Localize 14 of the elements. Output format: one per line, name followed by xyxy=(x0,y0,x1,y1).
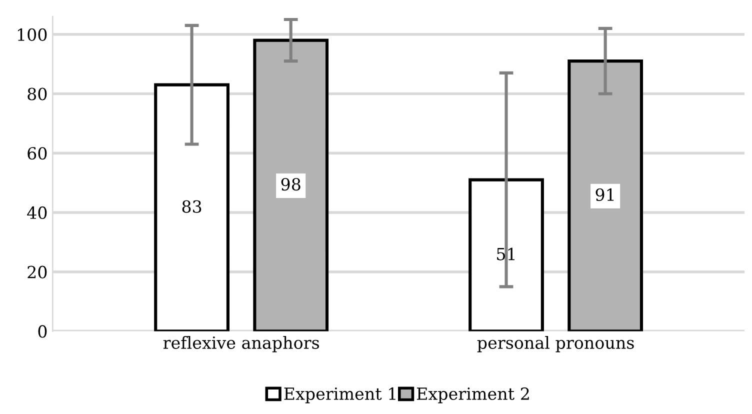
data-label: 83 xyxy=(182,200,202,213)
data-label: 98 xyxy=(281,178,300,191)
data-label: 91 xyxy=(596,188,614,201)
legend-label: Experiment 2 xyxy=(416,387,529,404)
y-tick-label: 60 xyxy=(28,147,47,160)
data-label: 51 xyxy=(497,248,515,260)
x-tick-label: reflexive anaphors xyxy=(163,336,319,352)
y-tick-label: 100 xyxy=(18,28,47,41)
y-tick-label: 40 xyxy=(27,206,47,220)
x-tick-label: personal pronouns xyxy=(477,336,634,352)
legend-label: Experiment 1 xyxy=(284,387,396,404)
y-tick-label: 80 xyxy=(28,88,47,100)
y-tick-label: 0 xyxy=(38,325,47,338)
y-tick-label: 20 xyxy=(28,266,47,278)
